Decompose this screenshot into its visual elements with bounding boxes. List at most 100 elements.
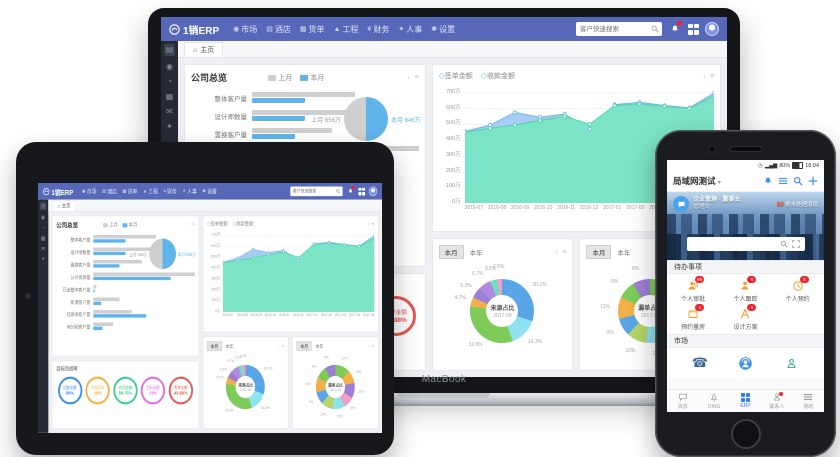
toggle-month[interactable]: 本月 [586,245,612,259]
toggle-month[interactable]: 本月 [296,341,312,351]
download-icon[interactable]: ↓ [407,74,411,81]
legend-label[interactable]: 签单金额 [210,221,228,227]
tab-home[interactable]: ⌂ 主页 [51,200,76,211]
home-icon: ⌂ [57,203,61,209]
toggle-month[interactable]: 本月 [206,341,223,351]
search-icon[interactable] [651,25,659,33]
download-icon[interactable]: ↓ [702,72,706,80]
profile-name: 管理员 [693,204,710,211]
todo-item-personal-track[interactable]: 8 个人跟踪 [719,276,771,305]
sidebar-item-messages[interactable]: ✉ [166,107,173,116]
nav-item-hr[interactable]: ✦ 人事 [398,24,422,35]
customer-service-icon[interactable] [735,355,755,371]
todo-item-design-plan[interactable]: 6 设计方案 [719,304,771,333]
workspace-title[interactable]: 局域网测试 ▾ [673,176,721,186]
legend-label[interactable]: 收款金额 [486,73,515,80]
sidebar-item-dashboard[interactable]: ▤ [39,201,47,211]
tab-contacts[interactable]: 联系人 [761,390,792,412]
apps-grid-icon[interactable] [688,23,699,35]
nav-item-orders[interactable]: ▦ 货单 [122,188,137,196]
sidebar-item-clients[interactable]: ◉ [41,214,46,221]
legend-label[interactable]: 收款金额 [236,221,254,227]
nav-item-settings[interactable]: ✱ 设置 [202,188,217,196]
plus-icon[interactable] [808,176,818,186]
download-icon[interactable]: ↓ [187,222,190,228]
sidebar-item-star[interactable]: ✦ [41,255,46,263]
download-icon[interactable]: ↓ [554,248,559,256]
sidebar-item-messages[interactable]: ✉ [41,245,46,252]
search-icon[interactable] [780,240,788,248]
list-icon[interactable] [778,176,788,186]
sidebar-item-reports[interactable]: ◔ [41,224,45,231]
customer-search-input[interactable] [576,22,662,36]
notification-bell-icon[interactable] [346,185,355,196]
unread-message-link[interactable]: 60条未处理消息 [776,201,818,208]
toggle-year[interactable]: 本年 [225,344,234,350]
legend-label[interactable]: 签单金额 [444,73,473,80]
sidebar-item-clients[interactable]: ◉ [166,62,173,71]
badge: 8 [747,276,757,283]
nav-menu: ◉ 市场 ▤ 酒店 ▦ 货单 ▲ 工程 ¥ 财务 ✦ 人事 ✱ 设置 [82,188,287,196]
house-ruler-icon [688,310,698,318]
tab-label: 我的 [803,404,814,410]
customer-search-input[interactable] [290,186,343,197]
search-icon[interactable] [336,189,341,195]
tab-home[interactable]: ⌂ 主页 [184,42,224,57]
nav-item-finance[interactable]: ¥ 财务 [164,188,177,196]
nav-item-hotel[interactable]: ▤ 酒店 [102,188,117,196]
nav-item-hotel[interactable]: ▤ 酒店 [266,24,291,35]
more-icon[interactable]: ≡ [192,222,195,228]
more-icon[interactable]: ≡ [281,343,285,349]
tab-mine[interactable]: 我的 [793,390,824,412]
banner-search-input[interactable] [686,237,805,251]
search-icon[interactable] [793,176,803,186]
todo-item-personal-approval[interactable]: 99 个人审批 [667,276,719,305]
more-icon[interactable]: ≡ [414,74,419,81]
hr-icon: ✦ [398,26,405,33]
download-icon[interactable]: ↓ [367,221,370,227]
nav-item-hr[interactable]: ✦ 人事 [182,188,197,196]
projects-icon: ▲ [142,188,148,194]
more-icon[interactable]: ≡ [371,221,375,227]
more-icon[interactable]: ≡ [709,72,714,80]
nav-item-market[interactable]: ◉ 市场 [82,188,97,196]
person-icon[interactable] [781,355,801,371]
nav-item-projects[interactable]: ▲ 工程 [143,188,158,196]
user-avatar[interactable] [368,186,378,197]
download-icon[interactable]: ↓ [367,343,370,349]
avatar[interactable] [673,196,689,212]
nav-item-finance[interactable]: ¥ 财务 [367,24,389,35]
todo-item-measure-house[interactable]: 4 预约量房 [667,304,719,333]
sidebar-item-dashboard[interactable]: ▤ [163,44,176,56]
sidebar-item-reports[interactable]: ◔ [167,77,172,86]
tab-erp-active[interactable]: ERP [730,390,761,412]
tab-messages[interactable]: 消息 [667,390,698,412]
toggle-month[interactable]: 本月 [438,245,464,259]
toggle-year[interactable]: 本年 [617,250,631,257]
sidebar-item-star[interactable]: ✦ [166,122,173,131]
nav-item-settings[interactable]: ✱ 设置 [431,24,455,35]
apps-grid-icon[interactable] [358,187,366,196]
sidebar-item-tasks[interactable]: ▦ [165,92,174,101]
telephone-icon[interactable]: ☎ [691,355,708,370]
toggle-year[interactable]: 本年 [315,344,324,350]
todo-item-personal-appointment[interactable]: 9 个人预约 [772,276,824,305]
y-tick: 500万 [211,254,221,259]
user-avatar[interactable] [705,22,719,36]
bell-icon[interactable] [763,176,773,186]
nav-item-orders[interactable]: ▦ 货单 [300,24,325,35]
notification-bell-icon[interactable] [668,21,682,36]
toggle-year[interactable]: 本年 [469,250,483,257]
sidebar-item-tasks[interactable]: ▦ [40,235,46,242]
home-button[interactable] [730,419,761,449]
nav-item-market[interactable]: ◉ 市场 [233,24,257,35]
profile-card[interactable]: 企业管理 - 董事长 管理员 60条未处理消息 [667,192,824,212]
scan-icon[interactable] [791,240,800,248]
tab-ding[interactable]: DING [698,390,729,412]
more-icon[interactable]: ≡ [562,248,567,256]
download-icon[interactable]: ↓ [277,343,280,349]
more-icon[interactable]: ≡ [371,343,375,349]
donut-title: 漏单占比 [638,306,663,312]
nav-item-projects[interactable]: ▲ 工程 [333,24,358,35]
